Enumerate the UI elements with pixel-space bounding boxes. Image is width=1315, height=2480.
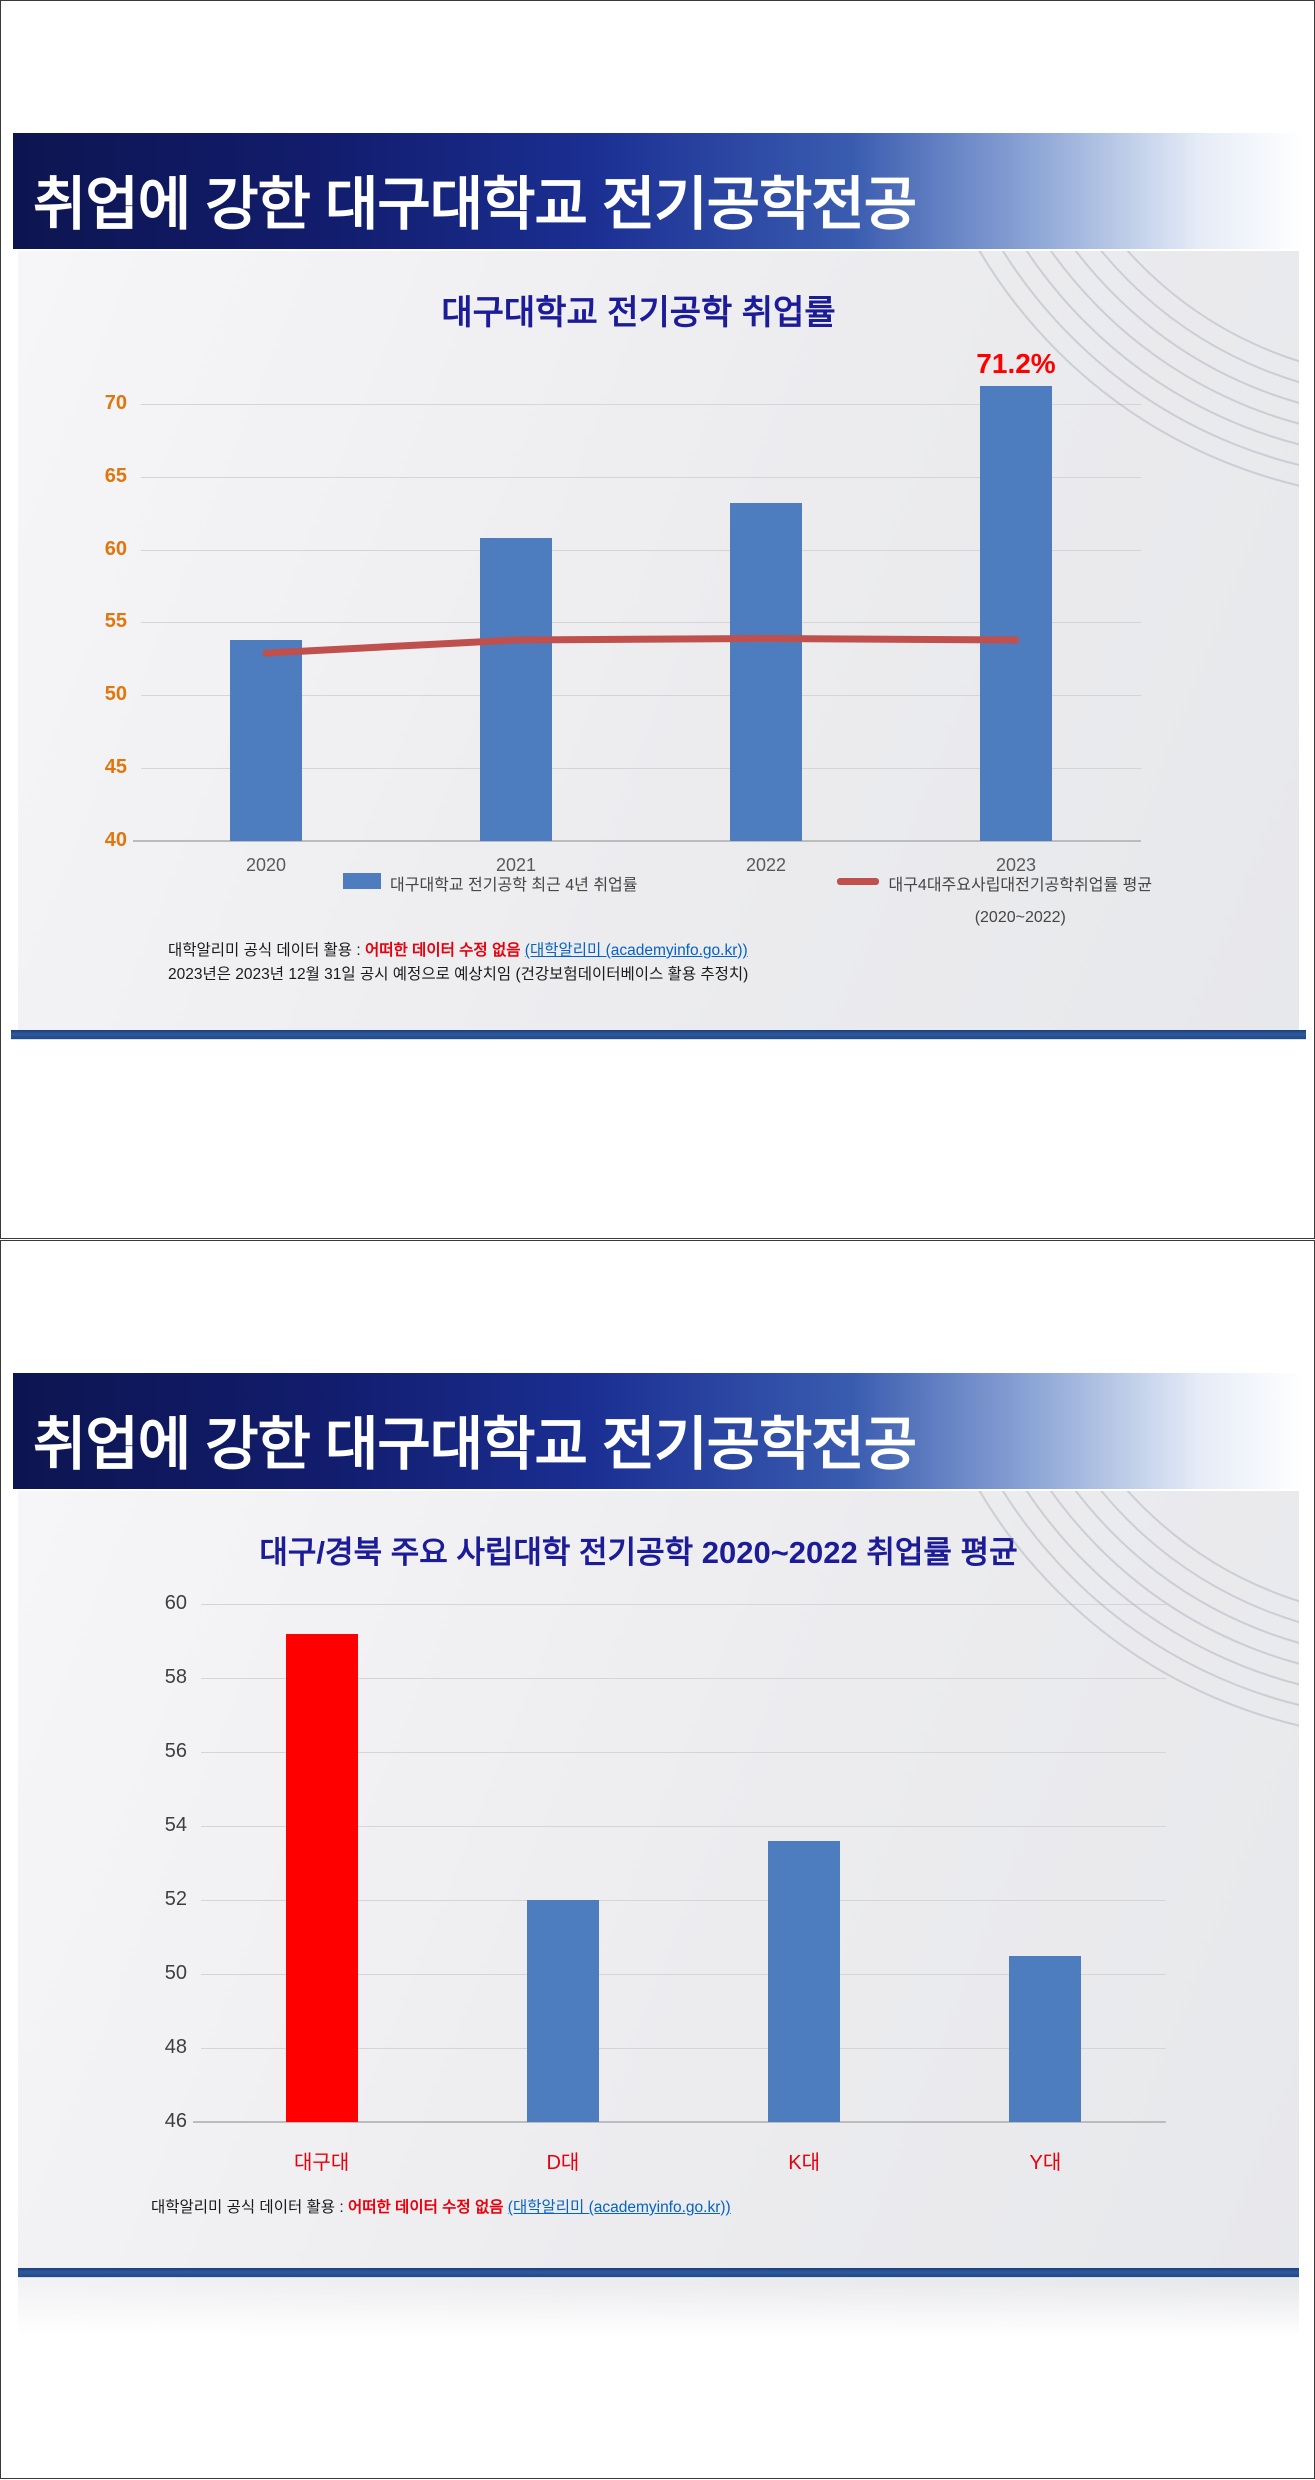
- x-tick-label-K대: K대: [788, 2152, 820, 2174]
- gridline-54: [201, 1826, 1166, 1828]
- slide-1: 취업에 강한 대구대학교 전기공학전공 대구대학교 전기공학 취업률 40 45 5…: [0, 0, 1315, 1239]
- footer-source-link[interactable]: (대학알리미 (academyinfo.go.kr)): [524, 942, 748, 959]
- trend-line: [262, 635, 1020, 657]
- gridline-48: [201, 2048, 1166, 2050]
- x-tick-label-2022: 2022: [745, 855, 787, 875]
- footer-prefix: 대학알리미 공식 데이터 활용 :: [168, 942, 365, 959]
- legend-line-group: 대구4대주요사립대전기공학취업률 평균 (2020~2022): [888, 871, 1152, 927]
- bar-value-annotation: 71.2%: [976, 348, 1056, 380]
- gridline-65: [141, 476, 1141, 478]
- gridline-55: [141, 622, 1141, 624]
- slide-2-footer: 대학알리미 공식 데이터 활용 : 어떠한 데이터 수정 없음 (대학알리미 (…: [151, 2196, 731, 2220]
- x-tick-label-대구대: 대구대: [294, 2152, 350, 2174]
- y-tick-label-56: 56: [164, 1740, 187, 1763]
- y-tick-label-70: 70: [104, 391, 127, 414]
- slide-2-content: 대구/경북 주요 사립대학 전기공학 2020~2022 취업률 평균 46 48…: [18, 1491, 1299, 2337]
- slide-2: 취업에 강한 대구대학교 전기공학전공 대구/경북 주요 사립대학 전기공학 2…: [0, 1240, 1315, 2479]
- gridline-70: [141, 403, 1141, 405]
- footer-line-1: 대학알리미 공식 데이터 활용 : 어떠한 데이터 수정 없음 (대학알리미 (…: [151, 2196, 731, 2220]
- bar-2023: [980, 386, 1052, 841]
- legend-line-label: 대구4대주요사립대전기공학취업률 평균: [888, 877, 1153, 894]
- bar-D대: [526, 1900, 599, 2122]
- x-tick-label-2023: 2023: [995, 855, 1037, 875]
- bar-K대: [768, 1840, 841, 2122]
- footer-highlight: 어떠한 데이터 수정 없음: [364, 942, 525, 959]
- gridline-50: [201, 1974, 1166, 1976]
- gridline-56: [201, 1752, 1166, 1754]
- x-tick-label-Y대: Y대: [1029, 2152, 1062, 2174]
- slide-1-footer: 대학알리미 공식 데이터 활용 : 어떠한 데이터 수정 없음 (대학알리미 (…: [168, 939, 748, 987]
- slide-1-bottom-bar: [11, 1030, 1306, 1040]
- y-tick-label-60: 60: [164, 1592, 187, 1615]
- y-tick-label-65: 65: [104, 464, 127, 487]
- slide-2-title: 취업에 강한 대구대학교 전기공학전공: [33, 1412, 917, 1477]
- x-tick-label-2020: 2020: [245, 855, 287, 875]
- gridline-60: [201, 1604, 1166, 1606]
- y-tick-label-46: 46: [164, 2110, 187, 2132]
- content-bottom-fade: [18, 2282, 1299, 2337]
- y-tick-label-48: 48: [164, 2036, 187, 2059]
- employment-rate-chart: 40 45 50 55 60 65 70 2020 2021 2022 2023 71.2%: [105, 348, 1141, 875]
- x-tick-label-2021: 2021: [495, 855, 537, 875]
- bar-2020: [230, 639, 302, 841]
- y-tick-label-50: 50: [104, 683, 127, 706]
- gridline-52: [201, 1900, 1166, 1902]
- legend-bar-label: 대구대학교 전기공학 최근 4년 취업률: [390, 877, 638, 894]
- university-comparison-chart: 46 48 50 52 54 56 58 60 대구대 D대 K대 Y대: [165, 1571, 1166, 2174]
- footer-highlight: 어떠한 데이터 수정 없음: [347, 2199, 508, 2216]
- footer-source-link[interactable]: (대학알리미 (academyinfo.go.kr)): [507, 2199, 731, 2216]
- slide-1-title-bar: 취업에 강한 대구대학교 전기공학전공: [13, 133, 1304, 249]
- y-tick-label-52: 52: [164, 1888, 187, 1911]
- bar-대구대: [285, 1633, 358, 2122]
- footer-line-1: 대학알리미 공식 데이터 활용 : 어떠한 데이터 수정 없음 (대학알리미 (…: [168, 939, 748, 963]
- slide-1-title: 취업에 강한 대구대학교 전기공학전공: [33, 172, 917, 237]
- footer-line-2: 2023년은 2023년 12월 31일 공시 예정으로 예상치임 (건강보험데…: [168, 966, 749, 983]
- y-tick-label-45: 45: [104, 756, 127, 779]
- slide-2-bottom-bar: [18, 2268, 1299, 2278]
- gridline-45: [141, 768, 1141, 770]
- gridline-58: [201, 1678, 1166, 1680]
- x-axis-line: [193, 2121, 1166, 2123]
- slide-2-title-bar: 취업에 강한 대구대학교 전기공학전공: [13, 1373, 1304, 1489]
- y-tick-label-58: 58: [164, 1666, 187, 1689]
- bar-Y대: [1009, 1955, 1082, 2122]
- footer-prefix: 대학알리미 공식 데이터 활용 :: [151, 2199, 348, 2216]
- chart-1-title: 대구대학교 전기공학 취업률: [441, 294, 836, 332]
- slide-1-content: 대구대학교 전기공학 취업률 40 45 50 55 60 65 70 2020 2021 202…: [18, 251, 1299, 1030]
- y-tick-label-50: 50: [164, 1962, 187, 1985]
- y-tick-label-60: 60: [104, 537, 127, 560]
- legend-bar-swatch: [343, 873, 381, 889]
- chart-2-title: 대구/경북 주요 사립대학 전기공학 2020~2022 취업률 평균: [259, 1535, 1018, 1570]
- legend-line-sublabel: (2020~2022): [974, 909, 1066, 926]
- x-axis-line: [133, 840, 1141, 842]
- y-tick-label-40: 40: [104, 829, 127, 851]
- chart-1-legend: 대구대학교 전기공학 최근 4년 취업률 대구4대주요사립대전기공학취업률 평균…: [343, 871, 1152, 927]
- y-tick-label-55: 55: [104, 610, 127, 633]
- gridline-60: [141, 549, 1141, 551]
- bar-2021: [480, 538, 552, 841]
- bar-2022: [730, 503, 802, 841]
- gridline-50: [141, 695, 1141, 697]
- y-tick-label-54: 54: [164, 1814, 187, 1837]
- legend-line-swatch: [837, 878, 880, 885]
- x-tick-label-D대: D대: [546, 2152, 580, 2174]
